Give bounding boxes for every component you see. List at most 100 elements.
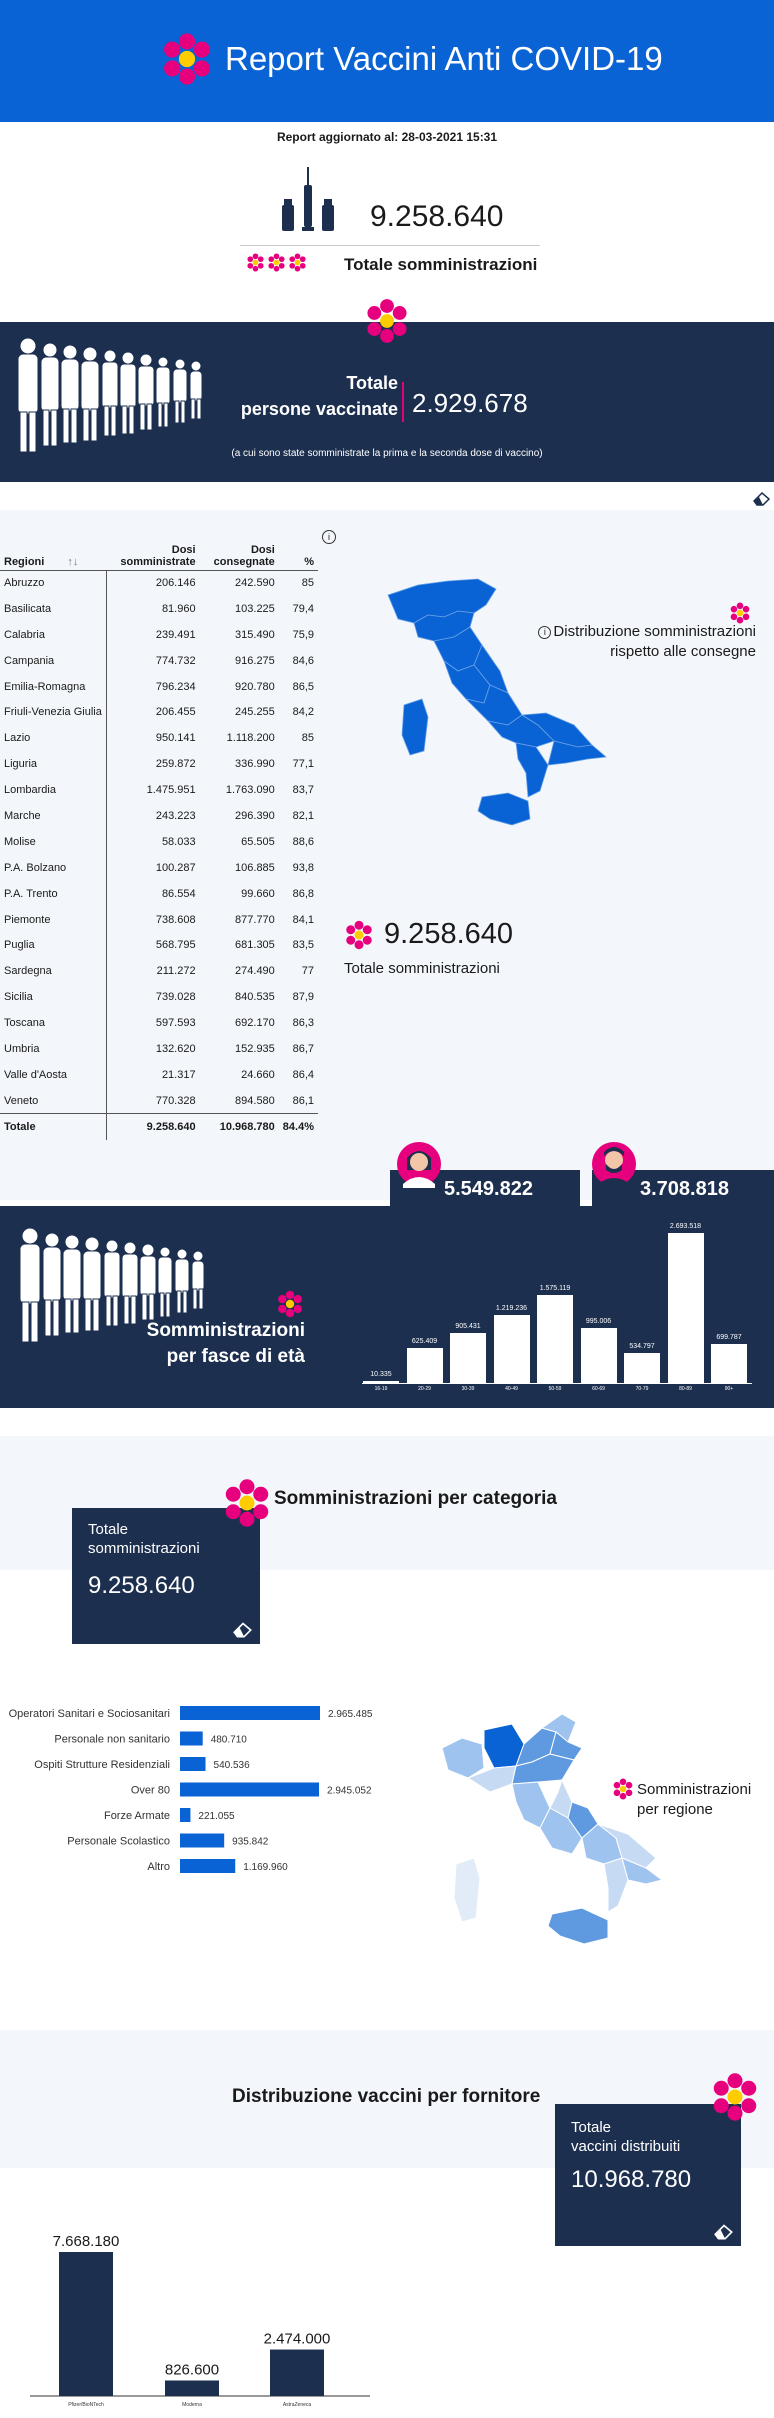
table-row[interactable]: Abruzzo 206.146 242.590 85 — [0, 570, 318, 596]
table-row[interactable]: P.A. Trento 86.554 99.660 86,8 — [0, 880, 318, 907]
category-bar[interactable] — [180, 1757, 206, 1771]
table-row[interactable]: Lombardia 1.475.951 1.763.090 83,7 — [0, 777, 318, 804]
supplier-bar[interactable] — [165, 2380, 219, 2396]
administered-cell: 211.272 — [156, 965, 196, 978]
percent-cell: 75,9 — [292, 628, 314, 641]
col-header-region[interactable]: Regioni ↑↓ — [0, 528, 107, 571]
percent-cell: 86,1 — [292, 1094, 314, 1107]
supplier-value-label: 7.668.180 — [53, 2233, 120, 2250]
table-row[interactable]: Lazio 950.141 1.118.200 85 — [0, 725, 318, 752]
table-row[interactable]: P.A. Bolzano 100.287 106.885 93,8 — [0, 854, 318, 881]
region-name-cell: Puglia — [0, 932, 107, 959]
table-row[interactable]: Sicilia 739.028 840.535 87,9 — [0, 984, 318, 1011]
category-card-label: Totale somministrazioni — [88, 1520, 200, 1558]
table-row[interactable]: Sardegna 211.272 274.490 77 — [0, 958, 318, 985]
eraser-icon[interactable] — [713, 2222, 735, 2240]
percent-cell: 84,6 — [292, 654, 314, 667]
category-bar[interactable] — [180, 1833, 225, 1848]
category-card-value: 9.258.640 — [88, 1572, 195, 1599]
region-name-cell: P.A. Trento — [0, 880, 107, 907]
distribution-title: i Distribuzione somministrazioni rispetto… — [520, 622, 756, 662]
table-row[interactable]: Basilicata 81.960 103.225 79,4 — [0, 595, 318, 622]
delivered-cell: 1.763.090 — [225, 784, 275, 797]
eraser-icon[interactable] — [752, 490, 772, 506]
age-title-line2: per fasce di età — [166, 1346, 305, 1367]
distribution-total-label: Totale somministrazioni — [344, 960, 500, 977]
category-bar[interactable] — [180, 1808, 191, 1822]
info-icon[interactable]: i — [538, 626, 552, 639]
table-row[interactable]: Liguria 259.872 336.990 77,1 — [0, 751, 318, 778]
category-bar[interactable] — [180, 1706, 320, 1720]
percent-cell: 86,4 — [292, 1068, 314, 1081]
table-row[interactable]: Marche 243.223 296.390 82,1 — [0, 803, 318, 829]
administered-cell: 100.287 — [155, 861, 196, 874]
category-bar[interactable] — [180, 1731, 203, 1746]
flower-icon — [613, 1778, 633, 1800]
category-value-label: 221.055 — [198, 1811, 235, 1822]
category-value-label: 480.710 — [211, 1735, 248, 1746]
category-label: Over 80 — [131, 1785, 170, 1797]
percent-cell: 86,7 — [292, 1042, 314, 1055]
administered-cell: 58.033 — [161, 835, 196, 848]
category-bar-svg: Operatori Sanitari e Sociosanitari 2.965.… — [9, 1706, 373, 1873]
category-value-label: 1.169.960 — [243, 1862, 288, 1873]
supplier-card-label: Totale vaccini distribuiti — [571, 2118, 680, 2156]
category-label: Personale non sanitario — [54, 1734, 170, 1746]
col-header-percent[interactable]: % — [278, 528, 318, 571]
administered-cell: 597.593 — [155, 1017, 196, 1030]
italy-map[interactable] — [378, 575, 608, 845]
administered-cell: 259.872 — [155, 758, 196, 771]
italy-region-map[interactable] — [432, 1708, 672, 1988]
table-row[interactable]: Toscana 597.593 692.170 86,3 — [0, 1010, 318, 1037]
divider — [240, 245, 540, 246]
eraser-icon[interactable] — [232, 1620, 254, 1638]
category-label: Forze Armate — [104, 1810, 170, 1822]
table-row[interactable]: Emilia-Romagna 796.234 920.780 86,5 — [0, 673, 318, 700]
man-avatar-icon — [592, 1142, 636, 1188]
region-name-cell: Campania — [0, 647, 107, 674]
delivered-cell: 681.305 — [235, 939, 275, 952]
table-row[interactable]: Molise 58.033 65.505 88,6 — [0, 828, 318, 855]
table-row[interactable]: Campania 774.732 916.275 84,6 — [0, 647, 318, 674]
region-name-cell: Liguria — [0, 751, 107, 778]
percent-cell: 77,1 — [292, 758, 314, 771]
table-row[interactable]: Veneto 770.328 894.580 86,1 — [0, 1087, 318, 1114]
flowers-decoration — [246, 253, 308, 273]
category-bar[interactable] — [180, 1859, 236, 1873]
distribution-total-value: 9.258.640 — [384, 918, 514, 950]
administered-cell: 21.317 — [161, 1068, 196, 1081]
table-row[interactable]: Friuli-Venezia Giulia 206.455 245.255 84,2 — [0, 699, 318, 726]
table-row[interactable]: Umbria 132.620 152.935 86,7 — [0, 1036, 318, 1062]
administered-cell: 774.732 — [155, 654, 196, 667]
category-value-label: 2.965.485 — [328, 1709, 373, 1720]
region-name-cell: Marche — [0, 803, 107, 829]
col-header-administered[interactable]: Dosi somministrate — [106, 528, 200, 571]
supplier-category-label: AstraZeneca — [283, 2402, 312, 2408]
supplier-value-label: 2.474.000 — [264, 2331, 331, 2348]
percent-cell: 85 — [301, 577, 314, 590]
category-bar[interactable] — [180, 1782, 320, 1797]
delivered-cell: 245.255 — [235, 706, 275, 719]
table-row[interactable]: Puglia 568.795 681.305 83,5 — [0, 932, 318, 959]
administered-cell: 206.455 — [155, 706, 196, 719]
table-row[interactable]: Valle d'Aosta 21.317 24.660 86,4 — [0, 1061, 318, 1088]
category-total-card: Totale somministrazioni 9.258.640 — [72, 1508, 260, 1644]
header-bar: Report Vaccini Anti COVID-19 — [0, 0, 774, 122]
delivered-cell: 242.590 — [235, 577, 275, 590]
flower-logo-icon — [164, 33, 210, 85]
category-chart: Operatori Sanitari e Sociosanitari 2.965.… — [0, 1696, 420, 1876]
info-icon[interactable]: i — [322, 530, 336, 544]
delivered-cell: 840.535 — [235, 991, 275, 1004]
supplier-bar[interactable] — [59, 2252, 113, 2396]
supplier-bar[interactable] — [270, 2349, 324, 2396]
category-label: Operatori Sanitari e Sociosanitari — [9, 1708, 170, 1720]
table-row[interactable]: Piemonte 738.608 877.770 84,1 — [0, 906, 318, 933]
region-name-cell: P.A. Bolzano — [0, 854, 107, 881]
region-name-cell: Umbria — [0, 1036, 107, 1062]
administered-cell: 738.608 — [155, 913, 196, 926]
col-header-delivered[interactable]: Dosi consegnate — [199, 528, 279, 571]
total-label-cell: Totale — [0, 1113, 107, 1140]
table-row[interactable]: Calabria 239.491 315.490 75,9 — [0, 621, 318, 648]
delivered-cell: 1.118.200 — [226, 732, 275, 745]
category-title: Somministrazioni per categoria — [274, 1488, 557, 1509]
